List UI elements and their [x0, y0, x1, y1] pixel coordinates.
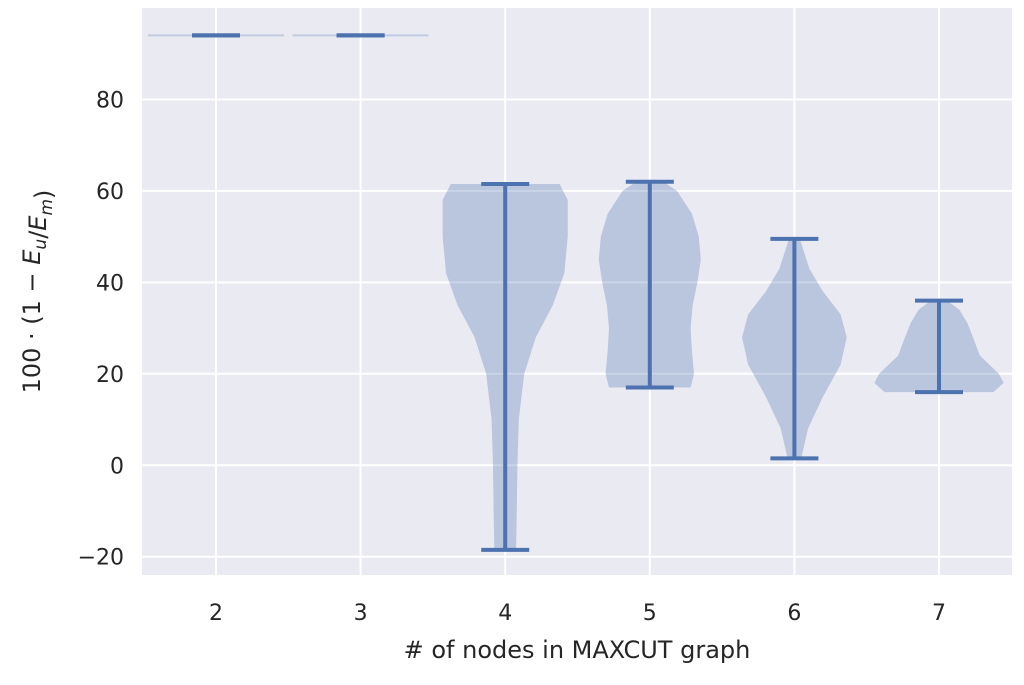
x-tick-label: 4 — [498, 601, 512, 626]
y-axis-label-part: E — [24, 215, 52, 231]
violin-6 — [742, 236, 847, 461]
y-tick-label: 80 — [96, 88, 124, 113]
x-tick-label: 7 — [932, 601, 946, 626]
y-tick-label: 60 — [96, 180, 124, 205]
y-axis-label-part: ) — [30, 190, 58, 199]
y-tick-label: −20 — [78, 546, 124, 571]
tick-labels: −20 0 20 40 60 80 2 3 4 5 6 7 — [78, 88, 946, 626]
x-axis-label: # of nodes in MAXCUT graph — [404, 636, 751, 664]
violin-7 — [874, 298, 1004, 395]
x-tick-label: 3 — [354, 601, 368, 626]
y-tick-label: 40 — [96, 271, 124, 296]
y-axis-label: 100 · (1 − Eu/Em) — [18, 190, 58, 394]
violins — [148, 33, 1004, 552]
x-tick-label: 5 — [643, 601, 657, 626]
y-axis-label-part: m — [37, 199, 57, 216]
y-tick-label: 20 — [96, 363, 124, 388]
violin-5 — [598, 179, 701, 390]
violin-4 — [442, 182, 568, 552]
y-axis-label-part: u — [31, 239, 51, 250]
y-axis-label-part: E — [18, 249, 46, 265]
y-tick-label: 0 — [110, 454, 124, 479]
plot-background — [142, 8, 1012, 575]
y-axis-label-part: / — [24, 230, 52, 239]
x-tick-label: 6 — [787, 601, 801, 626]
x-tick-label: 2 — [209, 601, 223, 626]
grid-lines — [142, 8, 1012, 575]
y-axis-label-part: 100 · (1 − — [18, 265, 46, 394]
